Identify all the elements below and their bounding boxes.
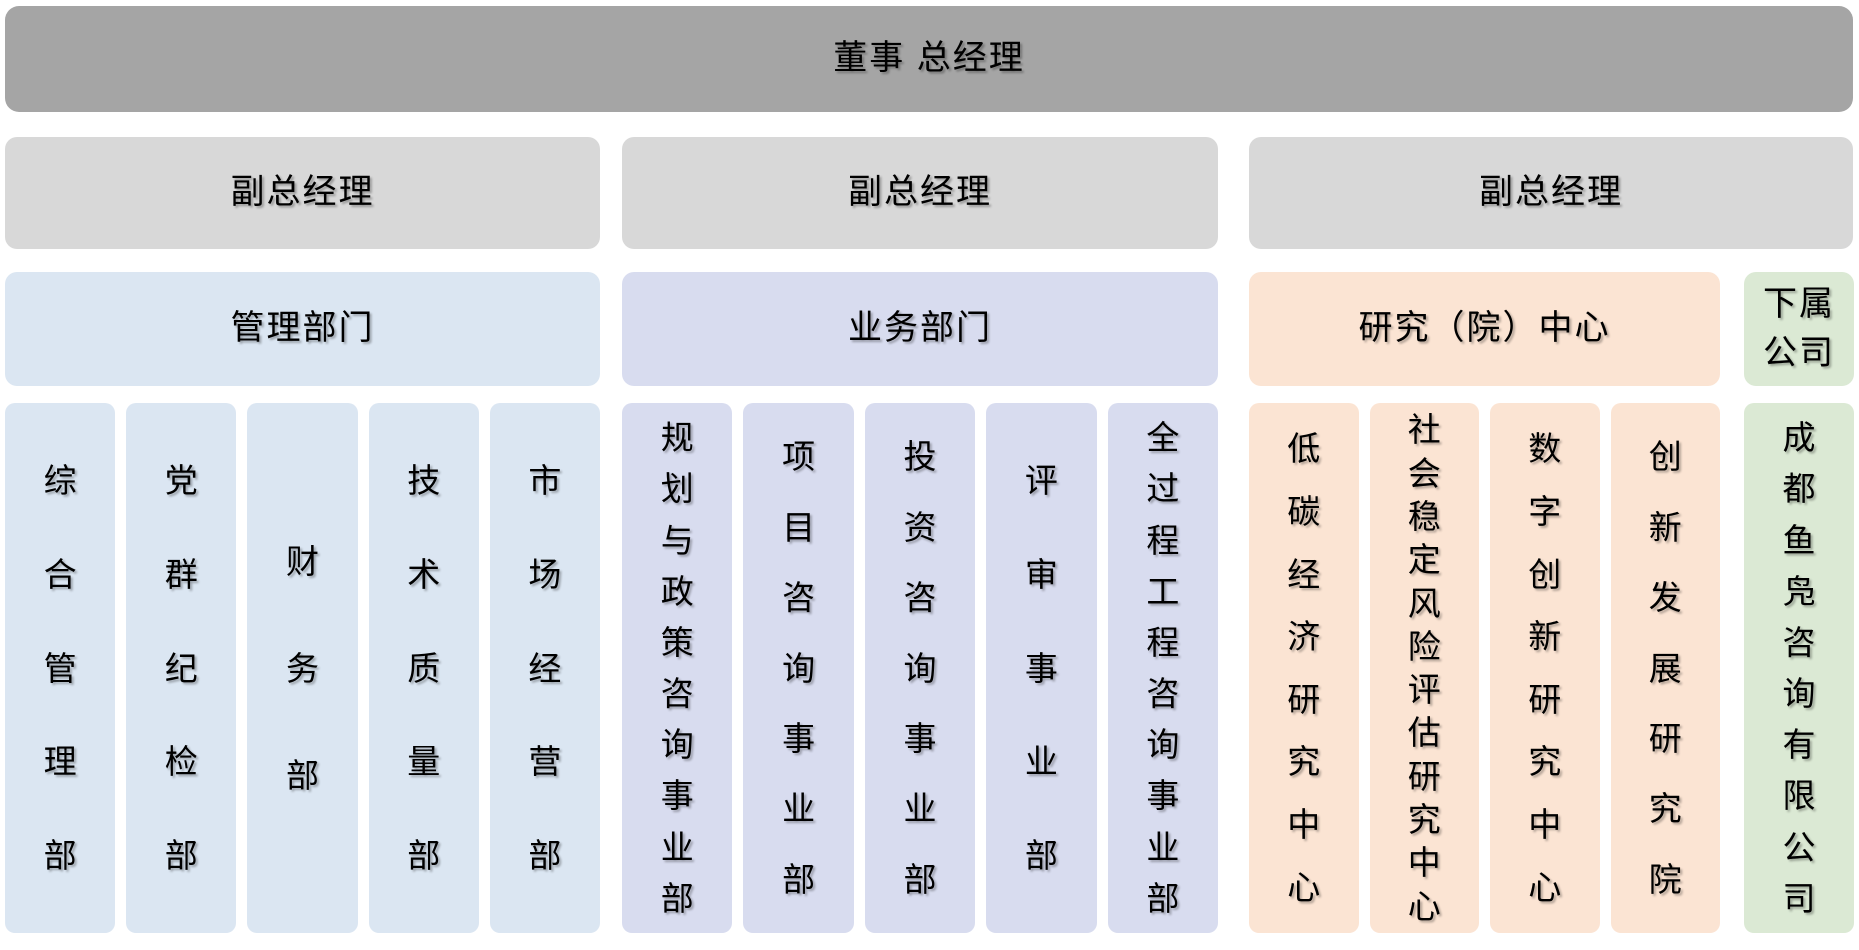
department-label: 数字创新研究中心 bbox=[1528, 430, 1562, 906]
subsidiary-company-node: 成都鱼凫咨询有限公司 bbox=[1744, 403, 1854, 933]
group-header-management: 管理部门 bbox=[5, 272, 600, 386]
department-node: 数字创新研究中心 bbox=[1490, 403, 1600, 933]
department-label: 财务部 bbox=[286, 542, 319, 794]
department-node: 规划与政策咨询事业部 bbox=[622, 403, 733, 933]
department-label: 社会稳定风险评估研究中心 bbox=[1407, 411, 1441, 925]
group-header-management-label: 管理部门 bbox=[230, 309, 375, 348]
department-label: 市场经营部 bbox=[528, 461, 562, 875]
department-label: 规划与政策咨询事业部 bbox=[660, 419, 694, 917]
department-node: 评审事业部 bbox=[986, 403, 1097, 933]
department-node: 投资咨询事业部 bbox=[864, 403, 976, 933]
group-header-subsidiary: 下属公司 bbox=[1744, 272, 1854, 386]
department-node: 创新发展研究院 bbox=[1610, 403, 1720, 933]
department-label: 技术质量部 bbox=[407, 461, 441, 875]
department-node: 市场经营部 bbox=[489, 403, 601, 933]
department-node: 社会稳定风险评估研究中心 bbox=[1369, 403, 1479, 933]
subsidiary-company-label: 成都鱼凫咨询有限公司 bbox=[1782, 419, 1816, 917]
department-node: 综合管理部 bbox=[5, 403, 116, 933]
department-label: 评审事业部 bbox=[1024, 461, 1058, 875]
department-node: 财务部 bbox=[247, 403, 358, 933]
business-department-columns: 规划与政策咨询事业部 项目咨询事业部 投资咨询事业部 评审事业部 全过程工程咨询… bbox=[622, 403, 1219, 933]
department-node: 技术质量部 bbox=[368, 403, 479, 933]
group-header-business: 业务部门 bbox=[622, 272, 1218, 386]
department-node: 党群纪检部 bbox=[126, 403, 237, 933]
department-node: 项目咨询事业部 bbox=[743, 403, 854, 933]
deputy-gm-node-1: 副总经理 bbox=[5, 137, 600, 249]
group-header-business-label: 业务部门 bbox=[848, 309, 992, 348]
department-label: 低碳经济研究中心 bbox=[1287, 430, 1321, 906]
deputy-gm-node-2: 副总经理 bbox=[622, 137, 1218, 249]
department-node: 低碳经济研究中心 bbox=[1249, 403, 1359, 933]
department-label: 创新发展研究院 bbox=[1648, 438, 1682, 898]
group-header-research-center: 研究（院）中心 bbox=[1249, 272, 1720, 386]
deputy-gm-label-3: 副总经理 bbox=[1479, 173, 1623, 212]
department-node: 全过程工程咨询事业部 bbox=[1107, 403, 1219, 933]
department-label: 投资咨询事业部 bbox=[903, 438, 937, 898]
top-node-director-general-manager: 董事 总经理 bbox=[5, 6, 1853, 112]
management-department-columns: 综合管理部 党群纪检部 财务部 技术质量部 市场经营部 bbox=[5, 403, 601, 933]
department-label: 全过程工程咨询事业部 bbox=[1146, 419, 1180, 917]
research-center-columns: 低碳经济研究中心 社会稳定风险评估研究中心 数字创新研究中心 创新发展研究院 bbox=[1249, 403, 1720, 933]
top-node-label: 董事 总经理 bbox=[833, 39, 1025, 78]
subsidiary-company-columns: 成都鱼凫咨询有限公司 bbox=[1744, 403, 1854, 933]
department-label: 项目咨询事业部 bbox=[782, 438, 816, 898]
deputy-gm-label-2: 副总经理 bbox=[848, 173, 992, 212]
department-label: 党群纪检部 bbox=[164, 461, 198, 875]
department-label: 综合管理部 bbox=[43, 461, 77, 875]
deputy-gm-node-3: 副总经理 bbox=[1249, 137, 1853, 249]
group-header-research-center-label: 研究（院）中心 bbox=[1358, 309, 1611, 348]
deputy-gm-label-1: 副总经理 bbox=[230, 173, 375, 212]
group-header-subsidiary-label: 下属公司 bbox=[1763, 284, 1835, 372]
